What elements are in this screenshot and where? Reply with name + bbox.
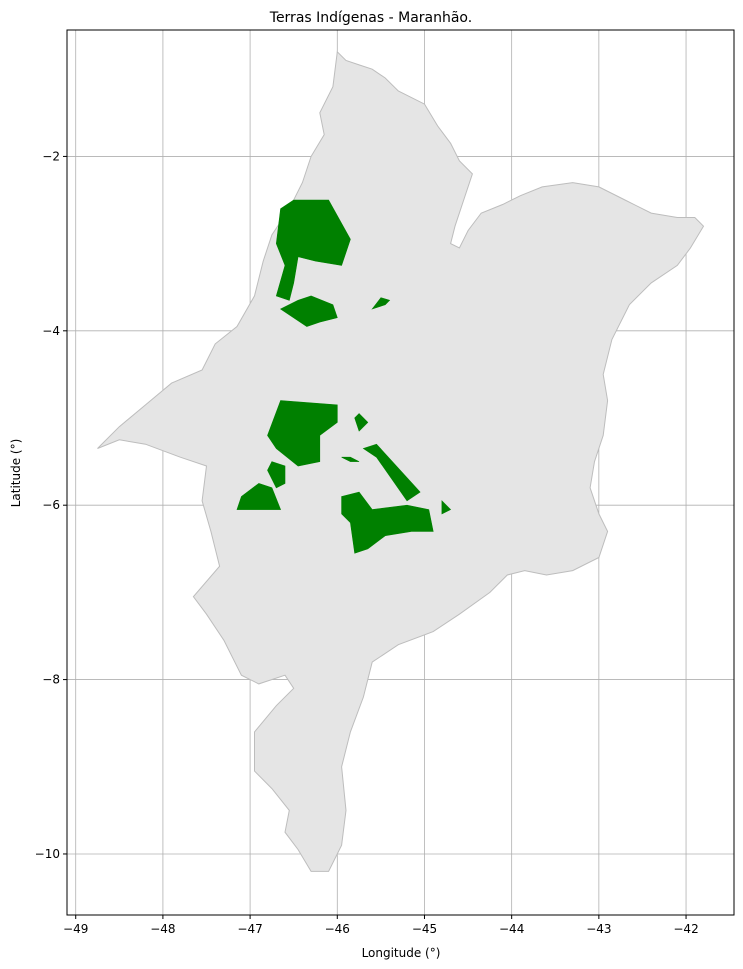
x-tick-label-4: −45	[412, 922, 437, 936]
y-axis-label: Latitude (°)	[9, 439, 23, 508]
territory-7	[341, 456, 360, 462]
x-tick-label-6: −43	[586, 922, 611, 936]
x-tick-label-7: −42	[673, 922, 698, 936]
territory-5	[267, 461, 286, 489]
state-outline	[97, 50, 705, 872]
axes-frame	[66, 29, 735, 916]
y-tick-label-3: −8	[42, 673, 60, 687]
map-title: Terras Indígenas - Maranhão.	[269, 10, 472, 26]
territory-1	[275, 199, 351, 301]
territory-4	[267, 400, 338, 467]
x-axis-label: Longitude (°)	[362, 946, 441, 960]
x-tick-label-0: −49	[63, 922, 88, 936]
territory-6	[354, 413, 369, 432]
y-tick-label-0: −2	[42, 149, 60, 163]
x-axis-ticks: −49 −48 −47 −46 −45 −44 −43 −42	[63, 915, 699, 936]
territory-2	[280, 295, 338, 327]
y-axis-ticks: −2 −4 −6 −8 −10	[35, 149, 67, 861]
y-tick-label-2: −6	[42, 498, 60, 512]
x-tick-label-5: −44	[499, 922, 524, 936]
territory-8	[362, 443, 421, 502]
territory-9	[236, 483, 282, 510]
territory-3	[371, 297, 391, 310]
territory-11	[441, 500, 452, 515]
indigenous-territories	[236, 199, 452, 554]
x-tick-label-3: −46	[325, 922, 350, 936]
territory-10	[341, 491, 434, 554]
x-tick-label-2: −47	[237, 922, 262, 936]
state-maranhao	[97, 50, 705, 872]
x-tick-label-1: −48	[150, 922, 175, 936]
y-tick-label-4: −10	[35, 847, 60, 861]
y-tick-label-1: −4	[42, 324, 60, 338]
